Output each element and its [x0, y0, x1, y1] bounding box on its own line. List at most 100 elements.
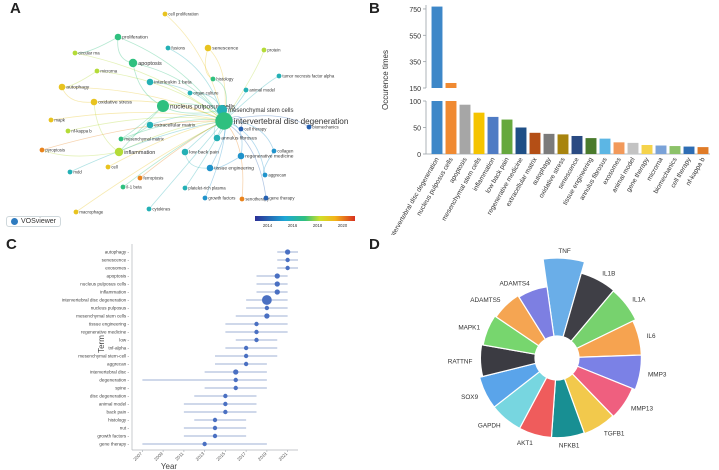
network-node-autophagy	[58, 83, 66, 91]
network-label-autophagy: autophagy	[66, 85, 89, 91]
term-label-spine: spine -	[115, 386, 129, 391]
bar-exosomes	[613, 142, 625, 154]
rose-label-sox9: SOX9	[461, 394, 478, 401]
rose-label-adamts4: ADAMTS4	[499, 280, 530, 287]
c-x-axis-title: Year	[161, 462, 178, 470]
rose-slice-il1b	[562, 272, 615, 342]
network-node-macrophage	[73, 209, 79, 215]
term-label-autophagy: autophagy -	[105, 250, 130, 255]
term-label-intervertebral-disc-degeneration: intervertebral disc degeneration -	[62, 298, 130, 303]
c-x-tick-2015: 2015	[215, 451, 226, 462]
network-node-pyroptosis	[39, 147, 45, 153]
y-tick-label-0: 0	[417, 152, 421, 159]
term-label-back-pain: back pain -	[107, 410, 130, 415]
rose-label-nfkb1: NFKB1	[559, 442, 580, 449]
network-label-mesenchymal-matrix: mesenchymal matrix	[124, 137, 164, 142]
c-x-tick-2011: 2011	[174, 451, 185, 462]
term-point-mesenchymal-stem-cell	[243, 353, 249, 359]
network-label-proliferation: proliferation	[122, 35, 148, 41]
network-node-platelet-rich-plasma	[182, 185, 188, 191]
bar-regenerative-medicine	[515, 127, 527, 154]
bar-microrna	[655, 145, 667, 154]
c-x-tick-2013: 2013	[195, 451, 206, 462]
c-y-axis-title: Term	[97, 335, 106, 353]
term-point-nut	[212, 425, 218, 431]
bar-autophagy	[543, 133, 555, 154]
network-edge	[74, 52, 225, 122]
network-node-il-1-beta	[120, 184, 126, 190]
network-label-platelet-rich-plasma: platelet-rich plasma	[188, 186, 226, 191]
network-edge	[117, 36, 134, 64]
rose-center-hole	[536, 337, 578, 379]
bar-low-back-pain	[501, 119, 513, 154]
network-label-annulus-fibrosus: annulus fibrosus	[221, 136, 257, 142]
bar-biomechanics	[669, 146, 681, 154]
colorbar-tick-2016: 2016	[288, 223, 298, 228]
term-trend-chart: 2007 2009 2011 2013 2015 2017 2019 2021 Year Term…	[62, 244, 298, 470]
network-label-histology: histology	[216, 77, 234, 82]
term-label-regenerative-medicine: regenerative medicine -	[81, 330, 129, 335]
bar-upper-nucleus-pulposus-cells	[445, 82, 457, 88]
network-node-mapk	[48, 117, 54, 123]
term-label-mesenchymal-stem-cell: mesenchymal stem-cell -	[78, 354, 129, 359]
network-edge	[67, 116, 225, 132]
network-node-senescence	[204, 44, 212, 52]
network-edge	[107, 120, 225, 168]
term-label-inflammation: inflammation -	[100, 290, 129, 295]
year-colorbar	[255, 216, 355, 221]
y-tick-label-100: 100	[409, 99, 421, 106]
network-node-oxidative-stress	[90, 98, 98, 106]
network-node-cell	[105, 164, 111, 170]
term-label-histology: histology -	[108, 418, 129, 423]
rose-label-rattnf: RATTNF	[448, 358, 473, 365]
term-point-spine	[233, 385, 238, 391]
network-label-regenerative-medicine: regenerative medicine	[245, 154, 293, 160]
bar-tissue-engineering	[585, 138, 597, 154]
rose-label-il1a: IL1A	[632, 297, 646, 304]
network-node-interleukin-1-beta	[146, 78, 154, 86]
panel-label-a: A	[10, 0, 21, 17]
network-edge	[41, 149, 120, 157]
rose-slice-mapk1	[482, 315, 540, 355]
network-label-fusions: fusions	[171, 46, 185, 51]
rose-slice-tgfb1	[563, 372, 614, 435]
network-node-organ-culture	[187, 90, 193, 96]
panel-label-c: C	[6, 236, 17, 253]
network-node-protein	[261, 47, 267, 53]
term-point-nucleus-pulposus	[264, 305, 270, 311]
rose-label-il1b: IL1B	[602, 270, 615, 277]
c-x-tick-2021: 2021	[278, 451, 289, 462]
network-label-macrophage: macrophage	[79, 210, 103, 215]
term-point-aggrecan	[243, 361, 249, 367]
network-edge	[117, 36, 225, 122]
network-label-apoptosis: apoptosis	[138, 61, 162, 67]
term-point-degeneration	[233, 377, 238, 383]
colorbar-tick-2020: 2020	[338, 223, 348, 228]
rose-slice-adamts5	[495, 294, 547, 347]
bar-gene-therapy	[641, 144, 653, 154]
c-x-tick-2009: 2009	[153, 451, 164, 462]
term-point-autophagy	[284, 249, 291, 255]
network-node-collagen	[271, 148, 277, 154]
rose-slice-mmp3	[576, 354, 642, 391]
term-label-senescence: senescence -	[102, 258, 130, 263]
term-label-tissue-engineering: tissue engineering -	[89, 322, 130, 327]
term-point-inflammation	[274, 289, 280, 295]
rose-label-tgfb1: TGFB1	[604, 431, 625, 438]
y-tick-label-50: 50	[413, 126, 421, 133]
rose-label-gapdh: GAPDH	[478, 423, 501, 430]
network-edge	[69, 120, 225, 173]
network-edge	[122, 120, 225, 188]
term-label-gene-therapy: gene therapy -	[99, 442, 129, 447]
network-edge	[132, 62, 225, 122]
network-node-growth-factors	[202, 195, 208, 201]
term-point-tnf-alpha	[243, 345, 249, 351]
network-node-cytokines	[146, 206, 152, 212]
colorbar-tick-2018: 2018	[313, 223, 323, 228]
term-label-degeneration: degeneration -	[99, 378, 129, 383]
rose-label-tnf: TNF	[558, 248, 571, 255]
network-node-cell-therapy	[238, 126, 244, 132]
network-label-animal-model: animal model	[249, 88, 275, 93]
network-node-apoptosis	[128, 58, 138, 68]
gene-rose-chart: TNF IL1B IL1A IL6 MMP3 MMP13 TGFB1 NFKB1 AKT1 GAP…	[448, 248, 667, 450]
